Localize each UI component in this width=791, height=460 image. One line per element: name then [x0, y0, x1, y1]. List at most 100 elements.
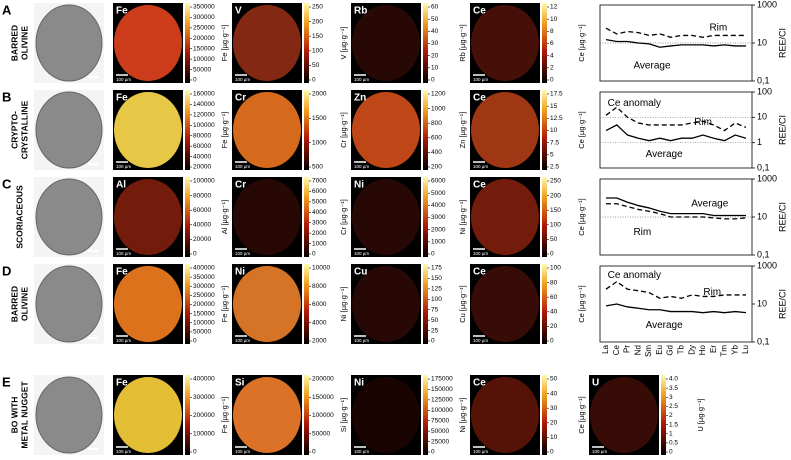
colorbar-tick-label: 350000: [193, 274, 215, 281]
colorbar-tick-label: 10: [550, 16, 558, 23]
colorbar-tick-label: 125: [431, 286, 442, 293]
y-axis-label: REE/CI: [777, 289, 787, 319]
colorbar-tick-label: 0: [431, 77, 435, 84]
colorbar-label: Ce [µg·g⁻¹]: [577, 396, 586, 433]
colorbar-tick-label: 2000: [431, 226, 446, 233]
colorbar-tick-label: 25000: [431, 438, 449, 445]
panel-label: CRYSTALLINE: [19, 100, 29, 159]
x-tick-label: Ho: [698, 344, 707, 355]
element-map: [233, 92, 301, 168]
colorbar-label: U [µg·g⁻¹]: [696, 398, 705, 431]
element-symbol: Fe: [116, 6, 128, 17]
colorbar-tick-label: 8000: [312, 283, 327, 290]
y-tick-label: 0,1: [757, 249, 770, 259]
element-map: [352, 266, 420, 342]
element-map: [471, 266, 539, 342]
element-map: [233, 266, 301, 342]
colorbar-tick-label: 100000: [193, 122, 215, 129]
colorbar-label: Cr [µg·g⁻¹]: [339, 199, 348, 235]
scale-bar-label: 100 µm: [354, 251, 369, 256]
colorbar-tick-label: 50000: [193, 329, 211, 336]
colorbar: [423, 177, 428, 257]
colorbar-label: Rb [µg·g⁻¹]: [458, 24, 467, 61]
colorbar-tick-label: 40: [431, 28, 439, 35]
scale-bar-label: 100 µm: [354, 338, 369, 343]
colorbar-tick-label: 250000: [193, 292, 215, 299]
scale-bar-label: 100 µm: [235, 164, 250, 169]
colorbar-label: Fe [µg·g⁻¹]: [220, 397, 229, 434]
colorbar: [304, 264, 309, 344]
colorbar: [542, 264, 547, 344]
scale-bar-label: 100 µm: [592, 449, 607, 454]
bse-image: [35, 376, 103, 454]
x-tick-label: Gd: [666, 345, 675, 356]
colorbar-tick-label: 0: [669, 449, 673, 456]
element-symbol: Ce: [473, 378, 486, 389]
colorbar-tick-label: 0: [193, 251, 197, 258]
colorbar-tick-label: 1000: [431, 105, 446, 112]
colorbar-tick-label: 40: [550, 390, 558, 397]
x-tick-label: Eu: [655, 345, 664, 355]
y-tick-label: 1000: [757, 173, 777, 183]
colorbar-tick-label: 30: [431, 40, 439, 47]
colorbar-tick-label: 2: [550, 65, 554, 72]
colorbar-tick-label: 50: [312, 62, 320, 69]
series-label: Rim: [703, 287, 721, 298]
colorbar: [304, 177, 309, 257]
panel-label: BARRED: [9, 25, 19, 61]
colorbar-tick-label: 2000: [312, 230, 327, 237]
colorbar-tick-label: 100000: [312, 412, 334, 419]
colorbar-tick-label: 20: [550, 323, 558, 330]
colorbar-tick-label: 15: [550, 103, 558, 110]
colorbar-tick-label: 350000: [193, 4, 215, 11]
series-line: [605, 280, 746, 299]
colorbar-tick-label: 200000: [193, 301, 215, 308]
colorbar-tick-label: 10: [550, 434, 558, 441]
colorbar-tick-label: 60: [431, 4, 439, 11]
colorbar-tick-label: 0: [193, 77, 197, 84]
colorbar-tick-label: 50000: [312, 430, 330, 437]
colorbar: [185, 177, 190, 257]
colorbar-tick-label: 100: [550, 265, 561, 272]
colorbar-tick-label: 200: [431, 164, 442, 171]
scale-bar-label: 100 µm: [473, 77, 488, 82]
colorbar-tick-label: 0: [312, 449, 316, 456]
colorbar-tick-label: 150000: [312, 394, 334, 401]
colorbar-tick-label: 175: [431, 265, 442, 272]
element-symbol: Fe: [116, 378, 128, 389]
element-symbol: Cu: [354, 267, 367, 278]
colorbar-label: Ce [µg·g⁻¹]: [577, 285, 586, 322]
colorbar-tick-label: 80: [550, 279, 558, 286]
colorbar-label: Cu [µg·g⁻¹]: [458, 285, 467, 322]
element-symbol: Ce: [473, 180, 486, 191]
colorbar-tick-label: 12: [550, 4, 558, 11]
series-label: Rim: [709, 22, 727, 33]
panel-label: CRYPTO-: [9, 111, 19, 149]
y-tick-label: 0,1: [757, 162, 770, 172]
element-map: [114, 5, 182, 81]
colorbar-tick-label: 100000: [193, 319, 215, 326]
colorbar-tick-label: 0: [431, 338, 435, 345]
colorbar-tick-label: 50: [431, 317, 439, 324]
colorbar: [423, 375, 428, 455]
element-map: [471, 5, 539, 81]
colorbar-tick-label: 50000: [431, 428, 449, 435]
element-symbol: Ce: [473, 6, 486, 17]
colorbar-tick-label: 40000: [193, 153, 211, 160]
colorbar-tick-label: 100000: [193, 430, 215, 437]
colorbar-tick-label: 6: [550, 40, 554, 47]
element-symbol: Ni: [354, 180, 364, 191]
colorbar-tick-label: 2: [669, 412, 673, 419]
colorbar-tick-label: 300000: [193, 283, 215, 290]
colorbar: [423, 90, 428, 170]
element-symbol: V: [235, 6, 242, 17]
colorbar-tick-label: 60000: [193, 143, 211, 150]
annotation: Ce anomaly: [608, 270, 661, 281]
colorbar-tick-label: 7.5: [550, 139, 559, 146]
colorbar-tick-label: 3000: [312, 219, 327, 226]
series-line: [605, 303, 747, 314]
colorbar-label: Fe [µg·g⁻¹]: [220, 112, 229, 149]
element-symbol: Ni: [354, 378, 364, 389]
colorbar-tick-label: 150000: [193, 45, 215, 52]
